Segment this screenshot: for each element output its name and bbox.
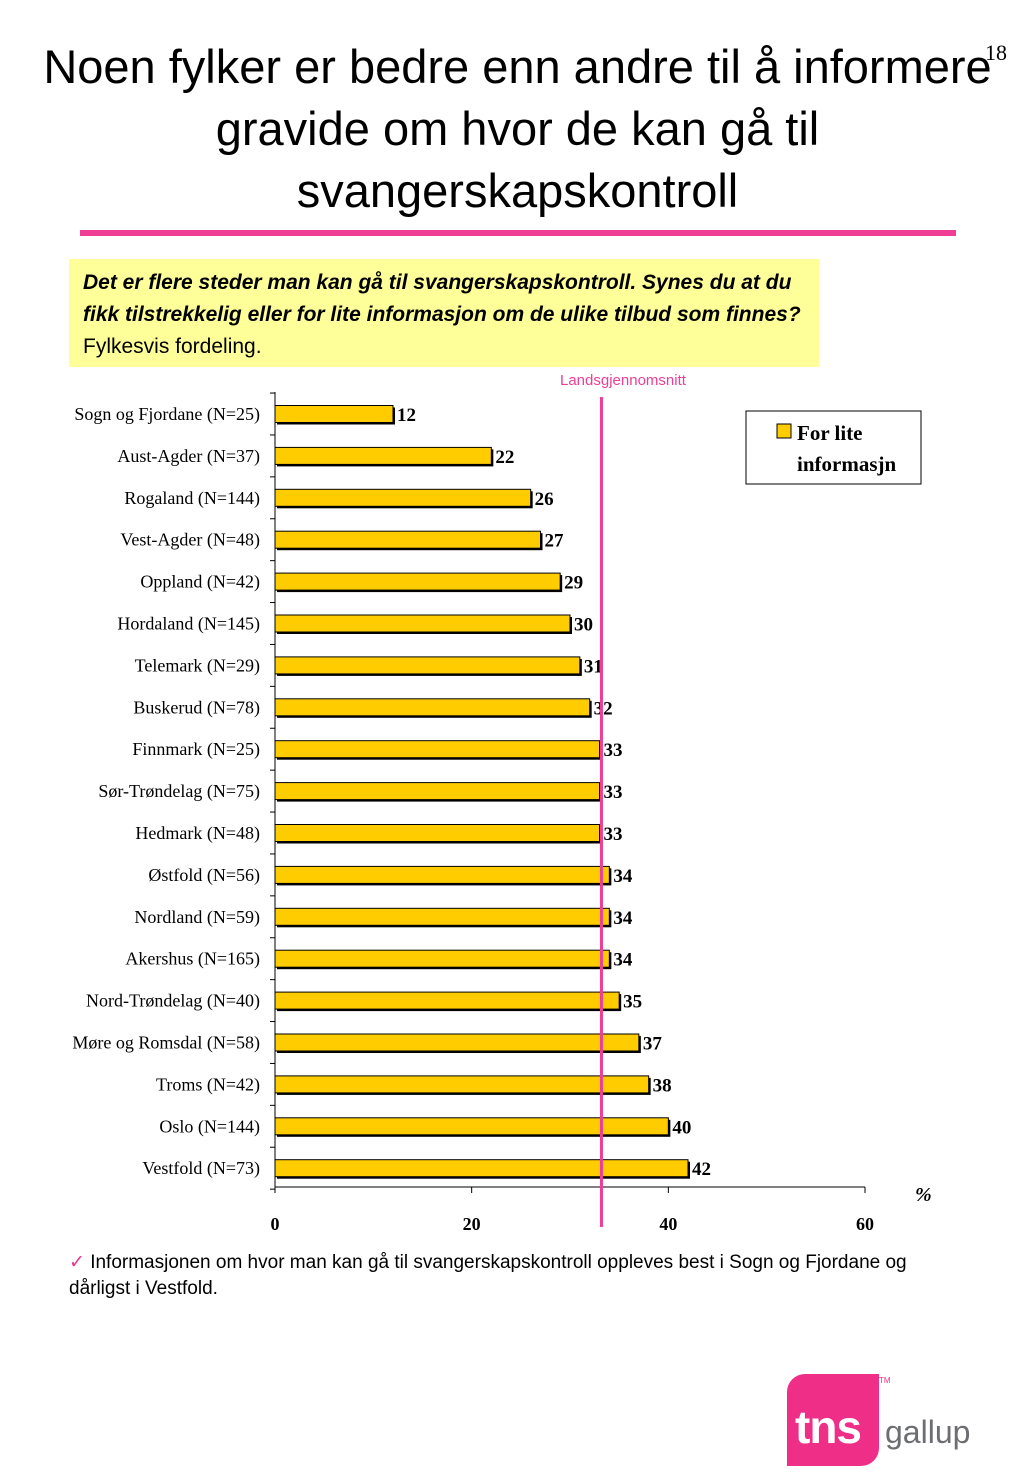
bar	[274, 824, 600, 842]
value-label: 27	[545, 531, 565, 552]
title-divider	[80, 230, 956, 236]
category-label: Sogn og Fjordane (N=25)	[74, 404, 260, 425]
bar	[274, 1117, 669, 1136]
bar	[274, 740, 600, 759]
bar	[274, 656, 581, 675]
x-axis-label: %	[915, 1184, 932, 1206]
value-label: 29	[564, 573, 583, 594]
bar	[274, 614, 571, 633]
category-label: Vest-Agder (N=48)	[120, 530, 260, 551]
category-label: Troms (N=42)	[156, 1074, 260, 1095]
bar	[274, 446, 492, 465]
x-tick-label: 0	[271, 1214, 280, 1234]
category-label: Finnmark (N=25)	[132, 739, 260, 760]
category-label: Telemark (N=29)	[135, 655, 260, 676]
logo-trademark: TM	[879, 1376, 891, 1385]
x-tick-label: 60	[856, 1214, 874, 1234]
x-tick-label: 40	[659, 1214, 677, 1234]
value-label: 12	[397, 405, 416, 426]
bar	[274, 1033, 640, 1052]
value-label: 30	[574, 615, 593, 636]
bar	[274, 949, 610, 968]
category-label: Hordaland (N=145)	[117, 614, 260, 635]
bar	[274, 907, 610, 926]
value-label: 38	[653, 1075, 672, 1096]
bar	[274, 991, 620, 1010]
question-box: Det er flere steder man kan gå til svang…	[69, 259, 819, 367]
category-label: Nordland (N=59)	[134, 907, 260, 928]
value-label: 42	[692, 1159, 711, 1180]
bar	[274, 1159, 689, 1178]
page-number: 18	[985, 40, 1007, 65]
checkmark-icon: ✓	[69, 1252, 85, 1273]
question-subtitle: Fylkesvis fordeling.	[83, 335, 262, 358]
category-label: Møre og Romsdal (N=58)	[72, 1033, 260, 1054]
category-label: Østfold (N=56)	[148, 865, 260, 886]
value-label: 37	[643, 1034, 663, 1055]
category-label: Nord-Trøndelag (N=40)	[86, 991, 260, 1012]
bar	[274, 698, 591, 717]
value-label: 33	[604, 782, 623, 803]
page-title: Noen fylker er bedre enn andre til å inf…	[43, 40, 992, 217]
national-average-label: Landsgjennomsnitt	[560, 372, 686, 389]
legend-label: informasjn	[797, 452, 896, 476]
survey-question: Det er flere steder man kan gå til svang…	[83, 271, 801, 326]
bar	[274, 782, 600, 801]
tns-gallup-logo: tns TM gallup	[787, 1374, 971, 1466]
x-tick-label: 20	[463, 1214, 481, 1234]
bar-chart: 12 Sogn og Fjordane (N=25) 22 Aust-Agder (N…	[72, 392, 932, 1234]
legend-swatch	[776, 423, 792, 439]
category-label: Sør-Trøndelag (N=75)	[98, 781, 260, 802]
bar	[274, 865, 610, 884]
category-label: Rogaland (N=144)	[124, 488, 260, 509]
category-label: Vestfold (N=73)	[142, 1158, 260, 1179]
bar	[274, 405, 394, 423]
bar	[274, 572, 561, 591]
bar	[274, 530, 541, 549]
value-label: 33	[604, 740, 623, 761]
category-label: Oppland (N=42)	[140, 572, 260, 593]
value-label: 22	[495, 447, 514, 468]
category-label: Aust-Agder (N=37)	[117, 446, 260, 467]
legend-box	[745, 410, 922, 485]
value-label: 34	[613, 908, 633, 929]
bar	[274, 1075, 650, 1094]
footnote: ✓ Informasjonen om hvor man kan gå til s…	[69, 1250, 969, 1302]
value-label: 33	[604, 824, 623, 845]
category-label: Buskerud (N=78)	[133, 697, 260, 718]
value-label: 34	[613, 866, 633, 887]
legend-label: For lite	[797, 421, 863, 445]
logo-tns-text: tns	[795, 1401, 862, 1453]
category-label: Oslo (N=144)	[159, 1116, 260, 1137]
value-label: 26	[535, 489, 554, 510]
value-label: 40	[672, 1117, 691, 1138]
value-label: 32	[594, 698, 613, 719]
bar	[274, 488, 532, 507]
value-label: 35	[623, 992, 642, 1013]
footnote-text: Informasjonen om hvor man kan gå til sva…	[69, 1252, 907, 1299]
value-label: 31	[584, 656, 603, 677]
category-label: Akershus (N=165)	[125, 949, 260, 970]
category-label: Hedmark (N=48)	[135, 823, 260, 844]
logo-gallup-text: gallup	[885, 1414, 971, 1450]
logo-block	[787, 1374, 879, 1466]
value-label: 34	[613, 950, 633, 971]
